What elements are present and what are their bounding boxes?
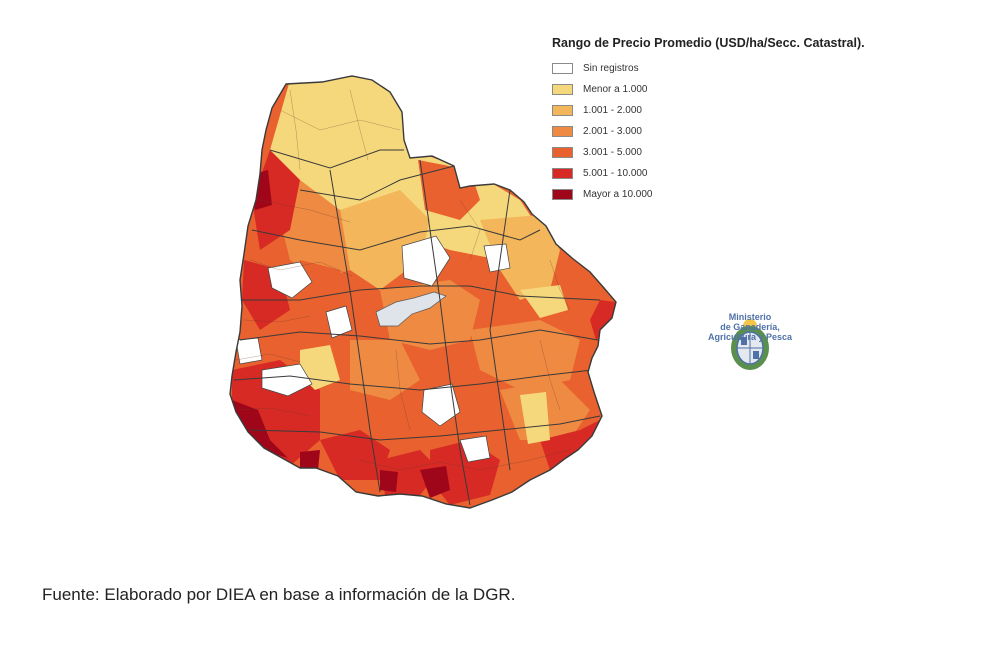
- legend-item: 5.001 - 10.000: [552, 163, 865, 184]
- legend-item: 2.001 - 3.000: [552, 121, 865, 142]
- ministry-logo: Ministerio de Ganadería, Agricultura y P…: [700, 312, 800, 342]
- legend-item: Sin registros: [552, 58, 865, 79]
- legend-swatch: [552, 126, 573, 137]
- legend: Rango de Precio Promedio (USD/ha/Secc. C…: [552, 36, 865, 205]
- legend-label: Menor a 1.000: [583, 84, 648, 95]
- legend-label: 1.001 - 2.000: [583, 105, 642, 116]
- legend-label: 2.001 - 3.000: [583, 126, 642, 137]
- legend-items: Sin registros Menor a 1.000 1.001 - 2.000 2…: [552, 58, 865, 205]
- ministry-name-line-3: Agricultura y Pesca: [707, 332, 793, 342]
- legend-label: Sin registros: [583, 63, 639, 74]
- legend-swatch: [552, 63, 573, 74]
- legend-item: Mayor a 10.000: [552, 184, 865, 205]
- legend-item: 3.001 - 5.000: [552, 142, 865, 163]
- legend-swatch: [552, 84, 573, 95]
- legend-title: Rango de Precio Promedio (USD/ha/Secc. C…: [552, 36, 865, 50]
- legend-label: 5.001 - 10.000: [583, 168, 648, 179]
- legend-label: Mayor a 10.000: [583, 189, 653, 200]
- department-boundaries: [233, 149, 601, 506]
- legend-swatch: [552, 147, 573, 158]
- section-boundaries: [235, 89, 571, 471]
- ministry-name-line-2: de Ganadería,: [720, 322, 780, 332]
- reservoir-water: [375, 291, 447, 327]
- ministry-name-line-1: Ministerio: [728, 312, 772, 322]
- source-note: Fuente: Elaborado por DIEA en base a inf…: [42, 585, 516, 604]
- legend-swatch: [552, 105, 573, 116]
- legend-item: Menor a 1.000: [552, 79, 865, 100]
- legend-label: 3.001 - 5.000: [583, 147, 642, 158]
- legend-swatch: [552, 189, 573, 200]
- legend-swatch: [552, 168, 573, 179]
- coat-of-arms-icon: [731, 319, 769, 370]
- legend-item: 1.001 - 2.000: [552, 100, 865, 121]
